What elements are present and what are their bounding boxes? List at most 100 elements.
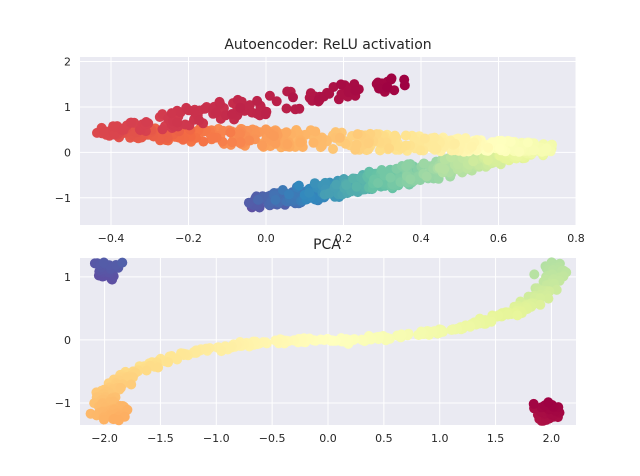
autoencoder-point xyxy=(435,163,445,173)
x-tick-label: −1.5 xyxy=(147,432,174,445)
pca-point xyxy=(216,346,226,356)
autoencoder-y-ticks: −1012 xyxy=(55,56,71,205)
x-tick-label: 0.6 xyxy=(490,232,508,245)
pca-point xyxy=(465,322,475,332)
autoencoder-point xyxy=(227,109,237,119)
autoencoder-title: Autoencoder: ReLU activation xyxy=(224,37,431,53)
x-tick-label: 0.0 xyxy=(319,432,337,445)
autoencoder-point xyxy=(310,127,320,137)
autoencoder-point xyxy=(284,189,294,199)
x-tick-label: −0.2 xyxy=(175,232,202,245)
x-tick-label: −0.4 xyxy=(98,232,125,245)
pca-point xyxy=(99,258,109,268)
autoencoder-point xyxy=(211,108,221,118)
autoencoder-point xyxy=(506,137,516,147)
autoencoder-point xyxy=(364,138,374,148)
autoencoder-point xyxy=(235,103,245,113)
x-tick-label: 1.5 xyxy=(487,432,505,445)
autoencoder-point xyxy=(208,133,218,143)
autoencoder-point xyxy=(352,140,362,150)
pca-point xyxy=(484,317,494,327)
y-tick-label: 1 xyxy=(64,271,71,284)
autoencoder-point xyxy=(172,118,182,128)
x-tick-label: 0.5 xyxy=(375,432,393,445)
pca-point xyxy=(529,269,539,279)
pca-point xyxy=(447,325,457,335)
autoencoder-point xyxy=(405,174,415,184)
autoencoder-point xyxy=(432,144,442,154)
y-tick-label: −1 xyxy=(55,397,71,410)
autoencoder-point xyxy=(529,145,539,155)
autoencoder-point xyxy=(382,82,392,92)
x-tick-label: −0.5 xyxy=(259,432,286,445)
autoencoder-point xyxy=(419,159,429,169)
autoencoder-point xyxy=(336,79,346,89)
autoencoder-point xyxy=(467,142,477,152)
autoencoder-point xyxy=(253,195,263,205)
autoencoder-point xyxy=(236,137,246,147)
autoencoder-point xyxy=(227,137,237,147)
pca-x-ticks: −2.0 −1.5 −1.0 −0.5 0.0 0.5 1.0 1.5 2.0 xyxy=(91,432,560,445)
x-tick-label: 0.4 xyxy=(412,232,430,245)
autoencoder-point xyxy=(422,172,432,182)
autoencoder-point xyxy=(270,195,280,205)
autoencoder-point xyxy=(420,134,430,144)
y-tick-label: 1 xyxy=(64,101,71,114)
pca-point xyxy=(529,399,539,409)
autoencoder-point xyxy=(288,92,298,102)
autoencoder-point xyxy=(401,161,411,171)
pca-point xyxy=(270,336,280,346)
y-tick-label: −1 xyxy=(55,192,71,205)
autoencoder-point xyxy=(269,131,279,141)
autoencoder-point xyxy=(158,124,168,134)
pca-point xyxy=(116,383,126,393)
autoencoder-point xyxy=(373,178,383,188)
autoencoder-point xyxy=(401,131,411,141)
pca-y-ticks: −101 xyxy=(55,271,71,410)
autoencoder-point xyxy=(194,115,204,125)
autoencoder-point xyxy=(225,128,235,138)
autoencoder-point xyxy=(386,173,396,183)
autoencoder-point xyxy=(335,133,345,143)
autoencoder-point xyxy=(384,143,394,153)
autoencoder-point xyxy=(141,117,151,127)
autoencoder-point xyxy=(353,129,363,139)
pca-point xyxy=(163,357,173,367)
x-tick-label: 0.0 xyxy=(257,232,275,245)
pca-title: PCA xyxy=(313,237,341,253)
x-tick-label: 2.0 xyxy=(543,432,561,445)
autoencoder-point xyxy=(296,138,306,148)
pca-point xyxy=(503,309,513,319)
autoencoder-point xyxy=(244,136,254,146)
autoencoder-panel: Autoencoder: ReLU activation −0.4 −0.2 0.0… xyxy=(55,37,585,245)
autoencoder-point xyxy=(415,145,425,155)
pca-point xyxy=(117,258,127,268)
autoencoder-point xyxy=(282,104,292,114)
autoencoder-point xyxy=(294,181,304,191)
pca-point xyxy=(99,415,109,425)
pca-point xyxy=(535,300,545,310)
autoencoder-point xyxy=(261,109,271,119)
autoencoder-point xyxy=(167,108,177,118)
pca-point xyxy=(543,397,553,407)
autoencoder-point xyxy=(350,86,360,96)
pca-point xyxy=(395,331,405,341)
pca-point xyxy=(126,380,136,390)
autoencoder-point xyxy=(450,139,460,149)
autoencoder-point xyxy=(483,155,493,165)
pca-point xyxy=(153,363,163,373)
autoencoder-point xyxy=(377,165,387,175)
autoencoder-point xyxy=(252,96,262,106)
autoencoder-point xyxy=(309,138,319,148)
x-tick-label: 1.0 xyxy=(431,432,449,445)
x-tick-label: −1.0 xyxy=(203,432,230,445)
autoencoder-x-ticks: −0.4 −0.2 0.0 0.2 0.4 0.6 0.8 xyxy=(98,232,585,245)
autoencoder-point xyxy=(483,143,493,153)
pca-point xyxy=(416,327,426,337)
x-tick-label: 0.8 xyxy=(567,232,585,245)
y-tick-label: 0 xyxy=(64,146,71,159)
pca-point xyxy=(512,310,522,320)
autoencoder-point xyxy=(324,89,334,99)
autoencoder-point xyxy=(272,96,282,106)
